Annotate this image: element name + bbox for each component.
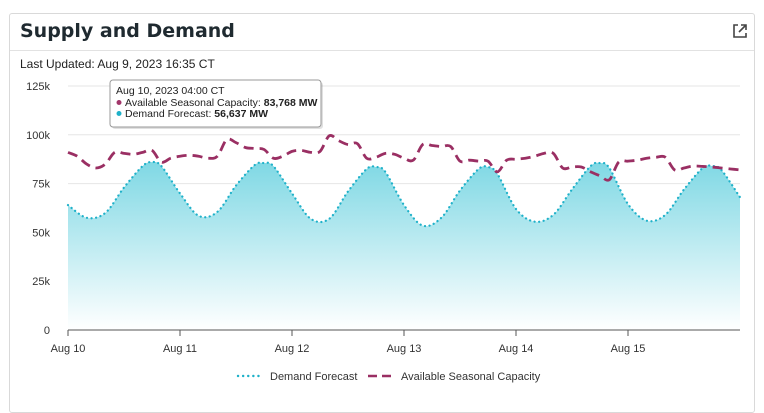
demand-area-layer bbox=[68, 161, 740, 330]
legend: Demand Forecast Available Seasonal Capaci… bbox=[236, 371, 541, 383]
series-layer bbox=[66, 134, 742, 228]
tooltip-time: Aug 10, 2023 04:00 CT bbox=[116, 85, 225, 97]
x-tick-label: Aug 12 bbox=[275, 343, 310, 355]
legend-capacity-label: Available Seasonal Capacity bbox=[401, 371, 541, 383]
x-tick-label: Aug 10 bbox=[51, 343, 86, 355]
x-axis: Aug 10 Aug 11 Aug 12 Aug 13 Aug 14 Aug 15 bbox=[51, 329, 740, 355]
last-updated: Last Updated: Aug 9, 2023 16:35 CT bbox=[20, 57, 215, 71]
tooltip-label: Available Seasonal Capacity: bbox=[125, 97, 264, 109]
legend-demand-label: Demand Forecast bbox=[270, 371, 357, 383]
x-tick-label: Aug 15 bbox=[611, 343, 646, 355]
y-tick-label: 100k bbox=[26, 130, 50, 142]
y-tick-label: 0 bbox=[44, 325, 50, 337]
tooltip-label: Demand Forecast: bbox=[125, 108, 214, 120]
y-tick-label: 125k bbox=[26, 81, 50, 93]
external-link-icon[interactable] bbox=[732, 23, 748, 39]
tooltip-row: Demand Forecast: 56,637 MW bbox=[125, 108, 268, 120]
y-tick-label: 25k bbox=[32, 276, 50, 288]
panel-header: Supply and Demand bbox=[10, 14, 754, 51]
last-updated-value: Aug 9, 2023 16:35 CT bbox=[97, 57, 215, 71]
x-tick-label: Aug 13 bbox=[387, 343, 422, 355]
y-tick-label: 75k bbox=[32, 179, 50, 191]
tooltip-bullet bbox=[116, 111, 122, 116]
last-updated-label: Last Updated: bbox=[20, 57, 95, 71]
demand-forecast-line bbox=[66, 160, 742, 228]
tooltip-box bbox=[109, 79, 322, 128]
demand-forecast-area bbox=[68, 161, 740, 330]
tooltip-row: Available Seasonal Capacity: 83,768 MW bbox=[125, 97, 318, 109]
available-seasonal-capacity-line bbox=[67, 134, 741, 182]
tooltip-bullet bbox=[116, 100, 122, 105]
y-axis: 0 25k 50k 75k 100k 125k bbox=[26, 81, 50, 337]
x-tick-label: Aug 11 bbox=[163, 343, 197, 355]
tooltip-value: 56,637 MW bbox=[214, 108, 268, 120]
tooltip-value: 83,768 MW bbox=[264, 97, 318, 109]
x-tick-label: Aug 14 bbox=[499, 343, 534, 355]
y-tick-label: 50k bbox=[32, 227, 50, 239]
panel-title: Supply and Demand bbox=[20, 20, 235, 42]
